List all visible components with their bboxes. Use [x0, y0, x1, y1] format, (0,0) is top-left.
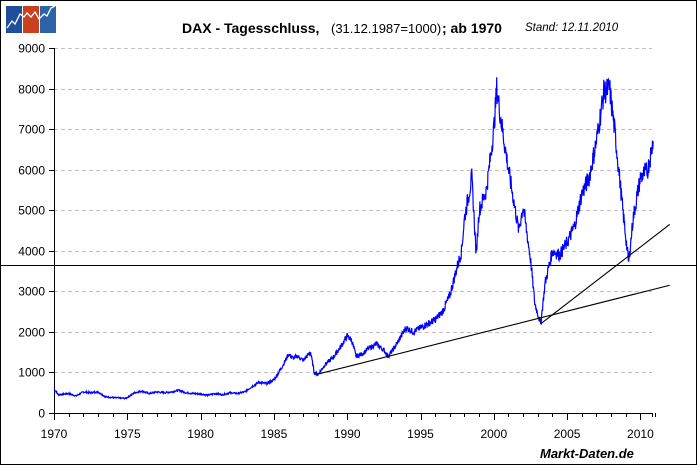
source-label: Markt-Daten.de	[540, 446, 634, 461]
x-tick-label: 1970	[41, 427, 68, 441]
logo-block-1	[6, 6, 22, 33]
x-tick-label: 1985	[261, 427, 288, 441]
trendline	[316, 284, 670, 376]
logo-block-3	[40, 6, 56, 33]
x-tick-label: 2005	[554, 427, 581, 441]
x-tick-label: 2000	[480, 427, 507, 441]
trendline	[540, 223, 671, 325]
y-tick-label: 6000	[18, 164, 45, 178]
title-since: ; ab 1970	[442, 20, 502, 36]
title-base: (31.12.1987=1000)	[331, 21, 442, 36]
title-date: Stand: 12.11.2010	[525, 22, 619, 34]
x-tick-label: 1975	[114, 427, 141, 441]
y-tick-label: 1000	[18, 366, 45, 380]
x-tick-label: 2010	[627, 427, 654, 441]
y-tick-label: 7000	[18, 123, 45, 137]
logo-zigzag-icon	[6, 5, 56, 29]
y-tick-label: 9000	[18, 42, 45, 56]
y-tick-label: 8000	[18, 83, 45, 97]
x-tick-label: 1990	[334, 427, 361, 441]
x-tick-label: 1995	[407, 427, 434, 441]
dax-series-line	[53, 77, 654, 400]
y-tick-label: 3000	[18, 285, 45, 299]
y-tick-label: 5000	[18, 204, 45, 218]
y-tick-label: 4000	[18, 245, 45, 259]
y-tick-label: 2000	[18, 326, 45, 340]
y-tick-label: 0	[38, 407, 45, 421]
x-tick-label: 1980	[187, 427, 214, 441]
title-main: DAX - Tagesschluss,	[182, 20, 320, 36]
